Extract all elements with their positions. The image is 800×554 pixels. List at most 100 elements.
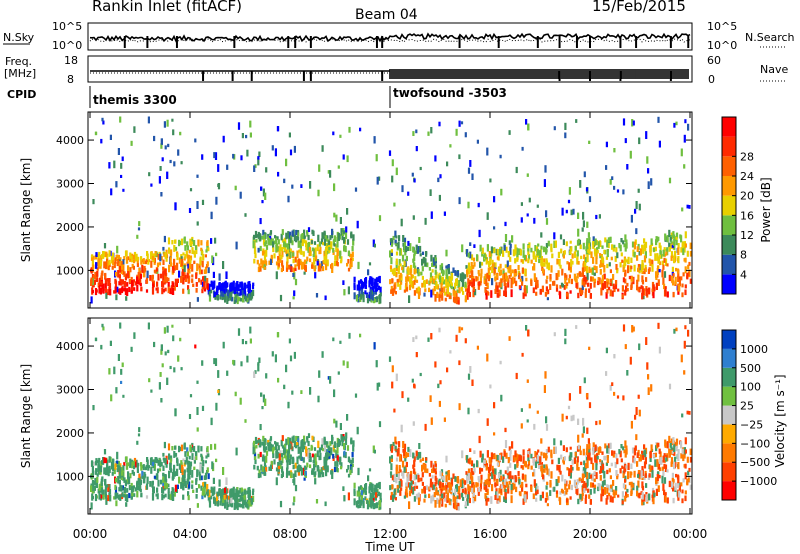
power-cell (493, 268, 496, 274)
velocity-cell (588, 443, 591, 451)
power-cell (319, 263, 322, 268)
velocity-cell (526, 419, 529, 423)
velocity-cell (181, 464, 184, 473)
velocity-cell (344, 438, 348, 445)
power-cell (246, 149, 249, 157)
velocity-cell (352, 445, 355, 452)
power-cell (474, 289, 477, 296)
power-cell (203, 281, 206, 289)
power-cell (457, 296, 460, 301)
power-cell (390, 289, 393, 294)
velocity-cell (511, 475, 514, 480)
power-cell (101, 284, 104, 289)
velocity-cell (183, 471, 186, 478)
power-cell (568, 187, 571, 195)
velocity-cell (532, 457, 535, 466)
velocity-cell (166, 325, 169, 333)
velocity-cell (149, 457, 153, 466)
velocity-cell (423, 487, 426, 494)
velocity-cell (97, 469, 101, 475)
power-cell (535, 285, 538, 289)
power-cell (579, 244, 582, 250)
velocity-cell (120, 485, 123, 492)
velocity-cell (307, 433, 311, 438)
power-cell (133, 251, 137, 256)
power-cell (301, 238, 304, 247)
power-cell (326, 245, 329, 251)
velocity-cell (674, 456, 677, 464)
power-cell (374, 278, 377, 284)
power-cell (668, 229, 671, 237)
velocity-cell (224, 503, 227, 509)
velocity-cell (137, 477, 140, 486)
velocity-cell (504, 470, 507, 474)
velocity-cell (566, 467, 569, 471)
velocity-cell (289, 457, 292, 464)
velocity-cell (230, 497, 233, 504)
power-cell (141, 264, 144, 272)
velocity-cell (161, 363, 164, 368)
velocity-cell (183, 442, 186, 450)
velocity-cell (499, 469, 502, 475)
velocity-cell (598, 446, 601, 450)
velocity-cell (253, 371, 256, 378)
velocity-cell (188, 414, 192, 419)
velocity-cell (625, 448, 628, 455)
power-cell (280, 247, 283, 252)
velocity-cell (638, 343, 641, 351)
velocity-cell (530, 486, 533, 492)
power-cell (102, 283, 105, 289)
velocity-cell (222, 489, 225, 497)
power-cell (543, 262, 546, 267)
power-cell (315, 293, 319, 298)
velocity-cell (390, 458, 393, 462)
velocity-cell (652, 496, 655, 505)
power-cell (165, 254, 169, 259)
velocity-cell (404, 455, 407, 462)
power-cell (261, 250, 265, 256)
velocity-cell (281, 435, 284, 442)
velocity-cell (305, 446, 308, 454)
power-cell (319, 246, 322, 254)
velocity-cell (446, 367, 449, 373)
power-cell (329, 170, 332, 178)
velocity-cell (91, 495, 94, 500)
velocity-cell (630, 482, 633, 488)
velocity-cell (514, 476, 517, 483)
power-cell (347, 259, 350, 264)
velocity-cell (377, 491, 380, 497)
power-cell (194, 138, 197, 143)
power-cell (638, 137, 641, 145)
velocity-cell (636, 452, 639, 458)
velocity-cell (154, 457, 157, 462)
power-cell (415, 279, 419, 283)
power-cell (601, 283, 604, 291)
velocity-cell (333, 441, 336, 448)
velocity-cell (161, 493, 164, 501)
power-cell (563, 250, 566, 255)
velocity-cell (594, 455, 597, 463)
power-cell (171, 240, 174, 245)
velocity-cell (160, 349, 163, 355)
power-cell (634, 208, 637, 214)
velocity-cell (239, 494, 242, 502)
power-cell (286, 244, 290, 251)
power-cell (664, 233, 667, 241)
power-cell (238, 297, 241, 302)
velocity-cell (430, 417, 433, 425)
power-cell (395, 271, 398, 278)
velocity-cell (508, 472, 511, 480)
velocity-cell (253, 464, 256, 470)
power-cell (412, 280, 415, 289)
velocity-cell (372, 503, 376, 510)
power-cell (136, 234, 139, 239)
power-cell (431, 275, 434, 282)
velocity-cell (467, 494, 470, 499)
velocity-cell (162, 476, 165, 483)
velocity-cell (641, 492, 644, 500)
power-cell (206, 261, 209, 267)
velocity-cell (156, 474, 159, 478)
velocity-cell (686, 410, 689, 415)
velocity-cell (313, 447, 317, 451)
power-cell (378, 215, 382, 222)
